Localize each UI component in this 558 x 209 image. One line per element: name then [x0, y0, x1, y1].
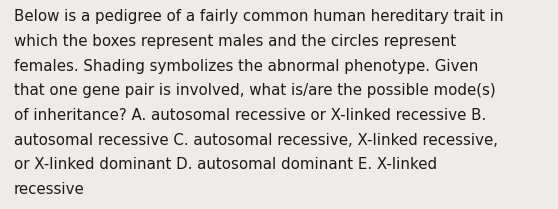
Text: which the boxes represent males and the circles represent: which the boxes represent males and the …: [14, 34, 456, 49]
Text: recessive: recessive: [14, 182, 85, 197]
Text: of inheritance? A. autosomal recessive or X-linked recessive B.: of inheritance? A. autosomal recessive o…: [14, 108, 486, 123]
Text: autosomal recessive C. autosomal recessive, X-linked recessive,: autosomal recessive C. autosomal recessi…: [14, 133, 498, 148]
Text: or X-linked dominant D. autosomal dominant E. X-linked: or X-linked dominant D. autosomal domina…: [14, 157, 437, 172]
Text: Below is a pedigree of a fairly common human hereditary trait in: Below is a pedigree of a fairly common h…: [14, 9, 503, 24]
Text: females. Shading symbolizes the abnormal phenotype. Given: females. Shading symbolizes the abnormal…: [14, 59, 478, 74]
Text: that one gene pair is involved, what is/are the possible mode(s): that one gene pair is involved, what is/…: [14, 83, 496, 98]
